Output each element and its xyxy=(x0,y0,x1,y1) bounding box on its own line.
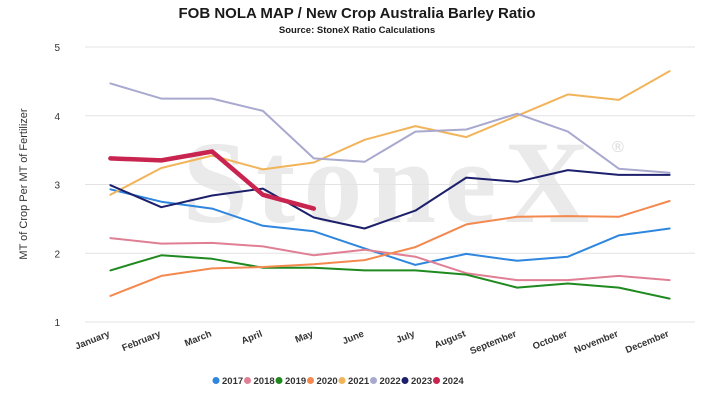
x-axis-ticks: January February March April May June July Augu… xyxy=(74,328,671,357)
legend-item-2017[interactable]: 2017 xyxy=(212,376,244,387)
series-line-2019[interactable] xyxy=(109,254,671,300)
y-tick-label: 2 xyxy=(54,249,60,260)
series-lines xyxy=(108,70,671,300)
legend-marker xyxy=(338,377,346,384)
series-2017 xyxy=(109,188,671,266)
legend-item-2023[interactable]: 2023 xyxy=(401,376,433,387)
series-2020 xyxy=(109,200,671,297)
legend-label: 2017 xyxy=(222,376,243,387)
series-line-2024[interactable] xyxy=(108,149,317,211)
legend-item-2022[interactable]: 2022 xyxy=(370,376,401,387)
grid-lines xyxy=(85,46,695,323)
series-line-2021[interactable] xyxy=(109,70,671,196)
x-tick-label: October xyxy=(531,328,569,352)
watermark-text: StoneX xyxy=(182,117,597,248)
legend-label: 2022 xyxy=(380,376,401,387)
x-tick-label: August xyxy=(433,328,468,351)
x-tick-label: March xyxy=(183,329,213,350)
series-2023 xyxy=(109,169,671,230)
watermark-registered-mark: ® xyxy=(612,139,624,156)
legend-marker xyxy=(370,377,377,384)
y-axis-label: MT of Crop Per MT of Fertilizer xyxy=(18,108,30,260)
legend-marker xyxy=(275,377,283,384)
legend-label: 2018 xyxy=(254,376,275,387)
legend-marker xyxy=(307,377,314,384)
x-tick-label: November xyxy=(573,328,620,356)
y-axis-ticks: 1 2 3 4 5 xyxy=(54,43,60,329)
chart-title: FOB NOLA MAP / New Crop Australia Barley… xyxy=(178,5,535,22)
series-line-2017[interactable] xyxy=(109,188,671,266)
series-line-2023[interactable] xyxy=(109,169,671,230)
series-2021 xyxy=(109,70,671,196)
legend-item-2021[interactable]: 2021 xyxy=(338,376,370,387)
x-tick-label: January xyxy=(74,328,113,352)
series-line-2022[interactable] xyxy=(109,82,671,174)
legend-item-2024[interactable]: 2024 xyxy=(433,376,464,387)
x-tick-label: February xyxy=(121,328,163,354)
y-tick-label: 1 xyxy=(54,318,60,329)
series-2019 xyxy=(109,254,671,300)
legend-label: 2023 xyxy=(411,376,432,387)
x-tick-label: September xyxy=(469,328,519,357)
legend-item-2019[interactable]: 2019 xyxy=(275,376,307,387)
x-tick-label: April xyxy=(240,329,264,347)
legend-item-2020[interactable]: 2020 xyxy=(307,376,338,387)
legend-label: 2024 xyxy=(443,376,465,387)
legend-item-2018[interactable]: 2018 xyxy=(244,376,275,387)
legend[interactable]: 2017 2018 2019 2020 2021 2022 2023 2024 xyxy=(212,376,465,387)
x-tick-label: December xyxy=(624,328,671,356)
x-tick-label: July xyxy=(395,328,417,346)
series-line-2020[interactable] xyxy=(109,200,671,297)
series-2024 xyxy=(108,149,317,211)
y-tick-label: 3 xyxy=(54,181,60,192)
series-2022 xyxy=(109,82,671,174)
legend-marker xyxy=(212,377,220,384)
legend-label: 2021 xyxy=(348,376,370,387)
x-tick-label: May xyxy=(294,328,316,345)
legend-marker xyxy=(244,377,251,384)
legend-label: 2020 xyxy=(317,376,338,387)
legend-marker xyxy=(401,377,409,384)
chart-subtitle: Source: StoneX Ratio Calculations xyxy=(279,25,435,36)
y-tick-label: 5 xyxy=(54,43,60,54)
x-tick-label: June xyxy=(341,329,366,348)
y-tick-label: 4 xyxy=(54,112,60,123)
legend-marker xyxy=(433,377,440,384)
legend-label: 2019 xyxy=(285,376,306,387)
